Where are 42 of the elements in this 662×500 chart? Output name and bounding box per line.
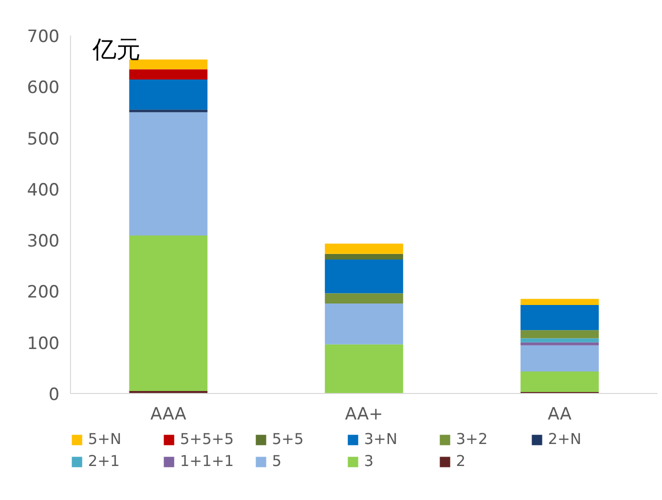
- x-tick-label: AA: [548, 404, 572, 424]
- legend-label: 5: [272, 452, 283, 470]
- bar: [129, 110, 208, 112]
- bar: [520, 338, 599, 342]
- y-tick-label: 600: [27, 78, 60, 98]
- legend-label: 3: [364, 452, 375, 470]
- legend-label: 2+1: [88, 452, 121, 470]
- y-tick-label: 400: [27, 180, 60, 200]
- legend-label: 2+N: [548, 430, 582, 448]
- y-tick-label: 0: [48, 385, 60, 405]
- x-tick-label: AAA: [150, 404, 187, 424]
- legend-label: 5+N: [88, 430, 122, 448]
- legend-label: 3+2: [456, 430, 489, 448]
- bar: [324, 260, 404, 294]
- bar: [129, 60, 208, 70]
- bar: [324, 293, 404, 304]
- y-axis-title: 亿元: [92, 36, 140, 64]
- legend-label: 5+5: [272, 430, 305, 448]
- bar: [520, 345, 599, 372]
- bar: [129, 112, 208, 236]
- bar: [129, 69, 208, 80]
- bar: [324, 344, 404, 394]
- bar: [520, 305, 599, 330]
- y-tick-label: 100: [27, 334, 60, 354]
- y-tick-label: 300: [27, 232, 60, 252]
- y-tick-label: 500: [27, 129, 60, 150]
- legend-label: 3+N: [364, 430, 398, 448]
- legend-label: 1+1+1: [180, 452, 235, 470]
- bar: [520, 372, 599, 392]
- legend-label: 5+5+5: [180, 430, 235, 448]
- bar: [520, 330, 599, 338]
- y-tick-label: 200: [27, 282, 60, 303]
- legend-label: 2: [456, 452, 467, 470]
- bar: [324, 254, 404, 260]
- bar: [324, 244, 404, 254]
- bar: [520, 342, 599, 346]
- bar: [129, 79, 208, 110]
- bar: [129, 235, 208, 391]
- x-tick-label: AA+: [345, 404, 383, 424]
- bar: [520, 298, 599, 306]
- y-tick-label: 700: [27, 27, 60, 47]
- bar: [324, 303, 404, 344]
